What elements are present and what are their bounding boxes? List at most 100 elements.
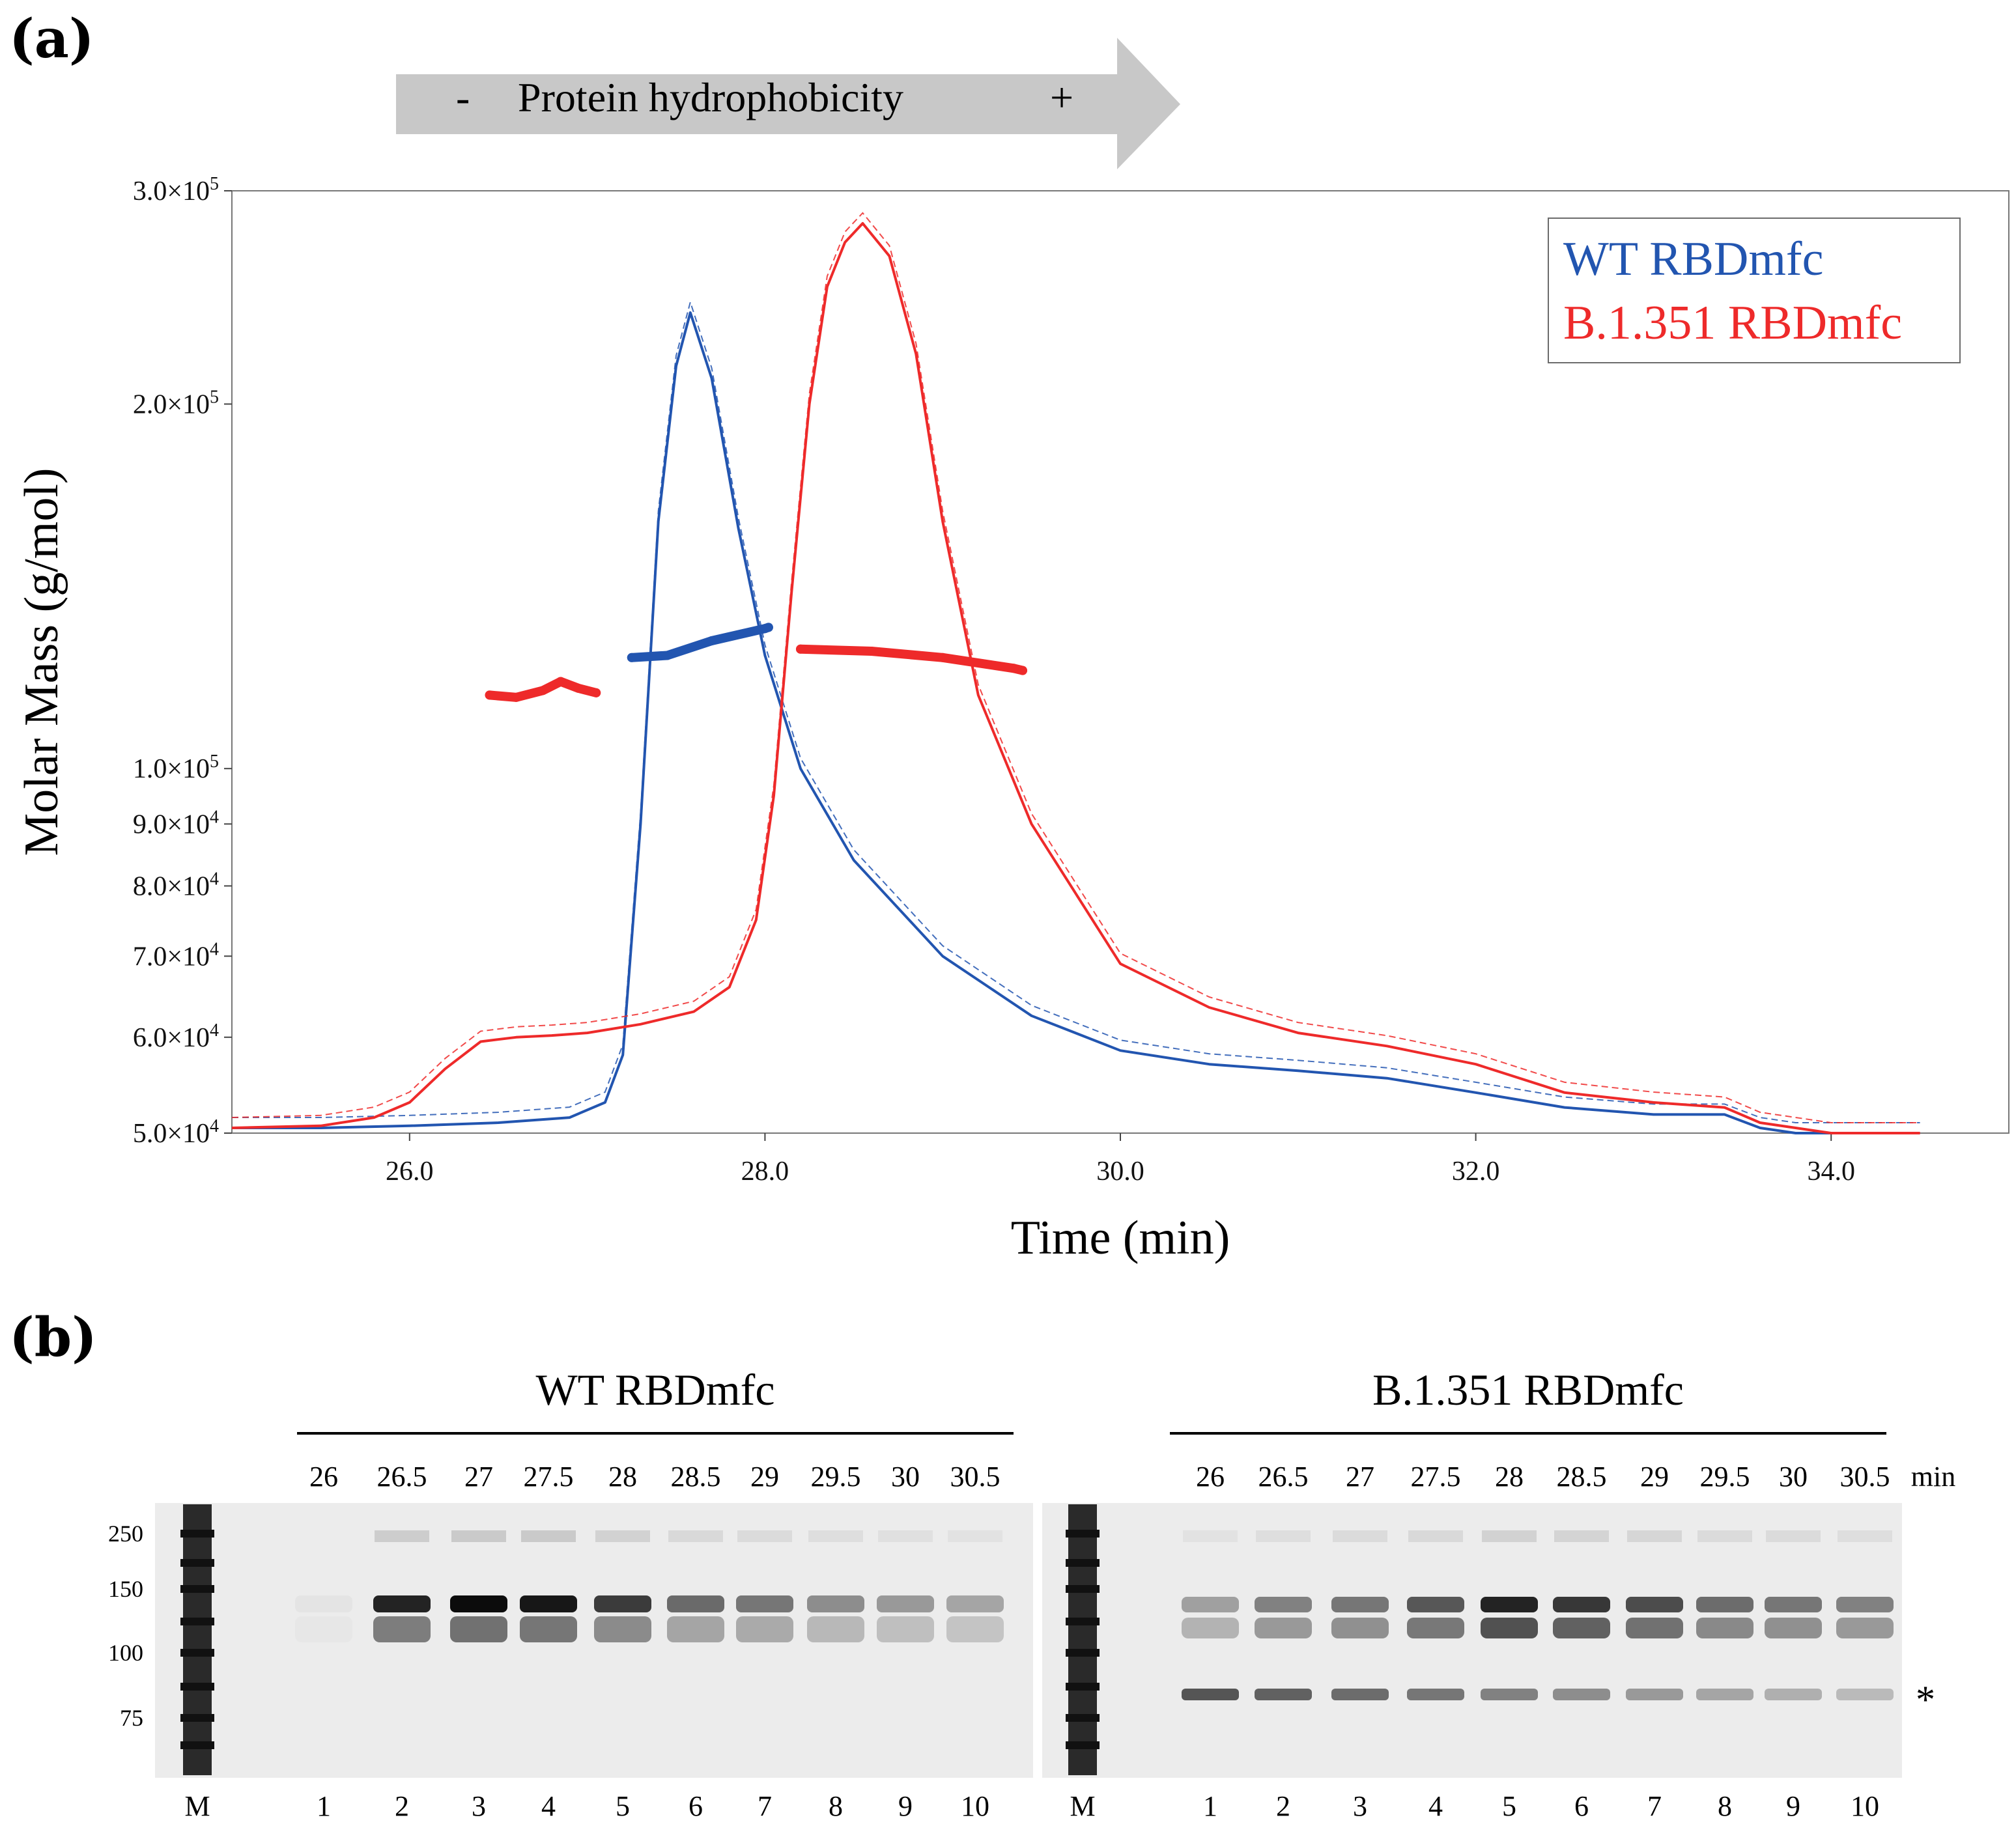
molar-mass-point	[1017, 666, 1027, 675]
gel-right-title-rule	[1170, 1432, 1886, 1435]
gel-band-lower	[1765, 1618, 1822, 1638]
ladder-band	[1066, 1585, 1100, 1593]
molar-mass-point	[627, 653, 636, 662]
series-line	[232, 311, 1920, 1134]
gel-band-high	[1256, 1530, 1311, 1542]
ladder-band	[180, 1618, 214, 1625]
gel-band-high	[808, 1530, 863, 1542]
gel-band-main	[1481, 1597, 1538, 1612]
x-tick-label: 32.0	[1452, 1157, 1500, 1187]
gel-band-lower	[1696, 1618, 1753, 1638]
molar-mass-point	[795, 644, 805, 654]
marker-ladder	[1068, 1504, 1097, 1775]
time-label: 28	[608, 1461, 637, 1493]
gel-band-main	[373, 1595, 431, 1612]
time-label: 29	[1640, 1461, 1669, 1493]
ladder-band	[1066, 1559, 1100, 1567]
mw-marker-label: 75	[120, 1705, 143, 1731]
gel-band-main	[295, 1595, 352, 1612]
y-axis-title: Molar Mass (g/mol)	[15, 468, 68, 856]
time-label: 30.5	[950, 1461, 1001, 1493]
time-label: 29.5	[811, 1461, 861, 1493]
gel-band-lower	[1331, 1618, 1389, 1638]
time-label: 30	[1779, 1461, 1808, 1493]
gel-band-lower	[946, 1616, 1004, 1642]
lane-label: 1	[317, 1790, 331, 1822]
gel-band-main	[1696, 1597, 1753, 1612]
lane-label: 2	[395, 1790, 409, 1822]
time-unit-label: min	[1911, 1461, 1955, 1493]
x-tick-label: 28.0	[741, 1157, 789, 1187]
gel-band-high	[1627, 1530, 1682, 1542]
lane-label: 9	[1786, 1790, 1800, 1822]
molar-mass-point	[538, 686, 548, 695]
gel-band-asterisk	[1481, 1689, 1538, 1700]
ladder-band	[180, 1559, 214, 1567]
gel-band-main	[594, 1595, 651, 1612]
panel-b-label: (b)	[9, 1306, 97, 1369]
lane-label: 10	[961, 1790, 989, 1822]
ladder-band	[1066, 1618, 1100, 1625]
ladder-band	[180, 1530, 214, 1538]
gel-left-title-rule	[297, 1432, 1014, 1435]
gel-band-lower	[450, 1616, 507, 1642]
molar-mass-point	[556, 677, 565, 686]
arrow-plus: +	[1050, 74, 1074, 120]
ladder-band	[1066, 1683, 1100, 1691]
gel-band-lower	[807, 1616, 864, 1642]
series-line	[231, 222, 1920, 1134]
gel-band-main	[520, 1595, 577, 1612]
gel-band-lower	[1407, 1618, 1464, 1638]
gel-band-main	[877, 1595, 934, 1612]
y-tick-label: 6.0×104	[133, 1020, 219, 1053]
ladder-band	[180, 1649, 214, 1657]
gel-band-main	[1331, 1597, 1389, 1612]
ladder-band	[1066, 1714, 1100, 1722]
time-label: 27	[464, 1461, 493, 1493]
asterisk-label: *	[1916, 1678, 1935, 1721]
time-label: 29.5	[1700, 1461, 1750, 1493]
lane-label: 3	[472, 1790, 486, 1822]
legend-entry-b1351: B.1.351 RBDmfc	[1563, 296, 1903, 350]
gel-band-asterisk	[1255, 1689, 1312, 1700]
molar-mass-point	[591, 688, 601, 697]
arrow-shape	[396, 38, 1180, 169]
gel-right-background	[1042, 1503, 1902, 1778]
time-label: 27.5	[524, 1461, 574, 1493]
y-tick-label: 1.0×105	[133, 751, 219, 784]
y-tick-label: 7.0×104	[133, 939, 219, 972]
gel-band-high	[1408, 1530, 1463, 1542]
ladder-band	[180, 1741, 214, 1749]
gel-band-high	[451, 1530, 506, 1542]
arrow-minus: -	[456, 74, 470, 120]
time-label: 30.5	[1840, 1461, 1890, 1493]
lane-label: 5	[1502, 1790, 1516, 1822]
lane-label: M	[1070, 1790, 1095, 1822]
lane-label: 5	[616, 1790, 630, 1822]
gel-band-high	[1838, 1530, 1892, 1542]
gel-band-main	[1182, 1597, 1239, 1612]
gel-band-main	[807, 1595, 864, 1612]
lane-label: M	[184, 1790, 210, 1822]
gel-left-title: WT RBDmfc	[535, 1365, 775, 1414]
molar-mass-point	[938, 653, 948, 662]
time-label: 26.5	[377, 1461, 427, 1493]
gel-band-asterisk	[1765, 1689, 1822, 1700]
molar-mass-chart: 3.0×105 2.0×105 1.0×105 9.0×104 8.0×104 7.0×1…	[15, 174, 2009, 1265]
y-tick-label: 5.0×104	[133, 1116, 219, 1149]
time-label: 26	[1196, 1461, 1225, 1493]
molar-mass-point	[573, 683, 583, 693]
gel-band-asterisk	[1407, 1689, 1464, 1700]
lane-label: 10	[1851, 1790, 1879, 1822]
gel-band-lower	[373, 1616, 431, 1642]
molar-mass-band	[796, 644, 1027, 675]
gel-band-lower	[877, 1616, 934, 1642]
gel-band-high	[1697, 1530, 1752, 1542]
gel-band-high	[1482, 1530, 1537, 1542]
gel-band-high	[1333, 1530, 1387, 1542]
gel-band-main	[736, 1595, 793, 1612]
gel-band-lower	[667, 1616, 724, 1642]
lane-label: 2	[1276, 1790, 1290, 1822]
ladder-band	[1066, 1649, 1100, 1657]
